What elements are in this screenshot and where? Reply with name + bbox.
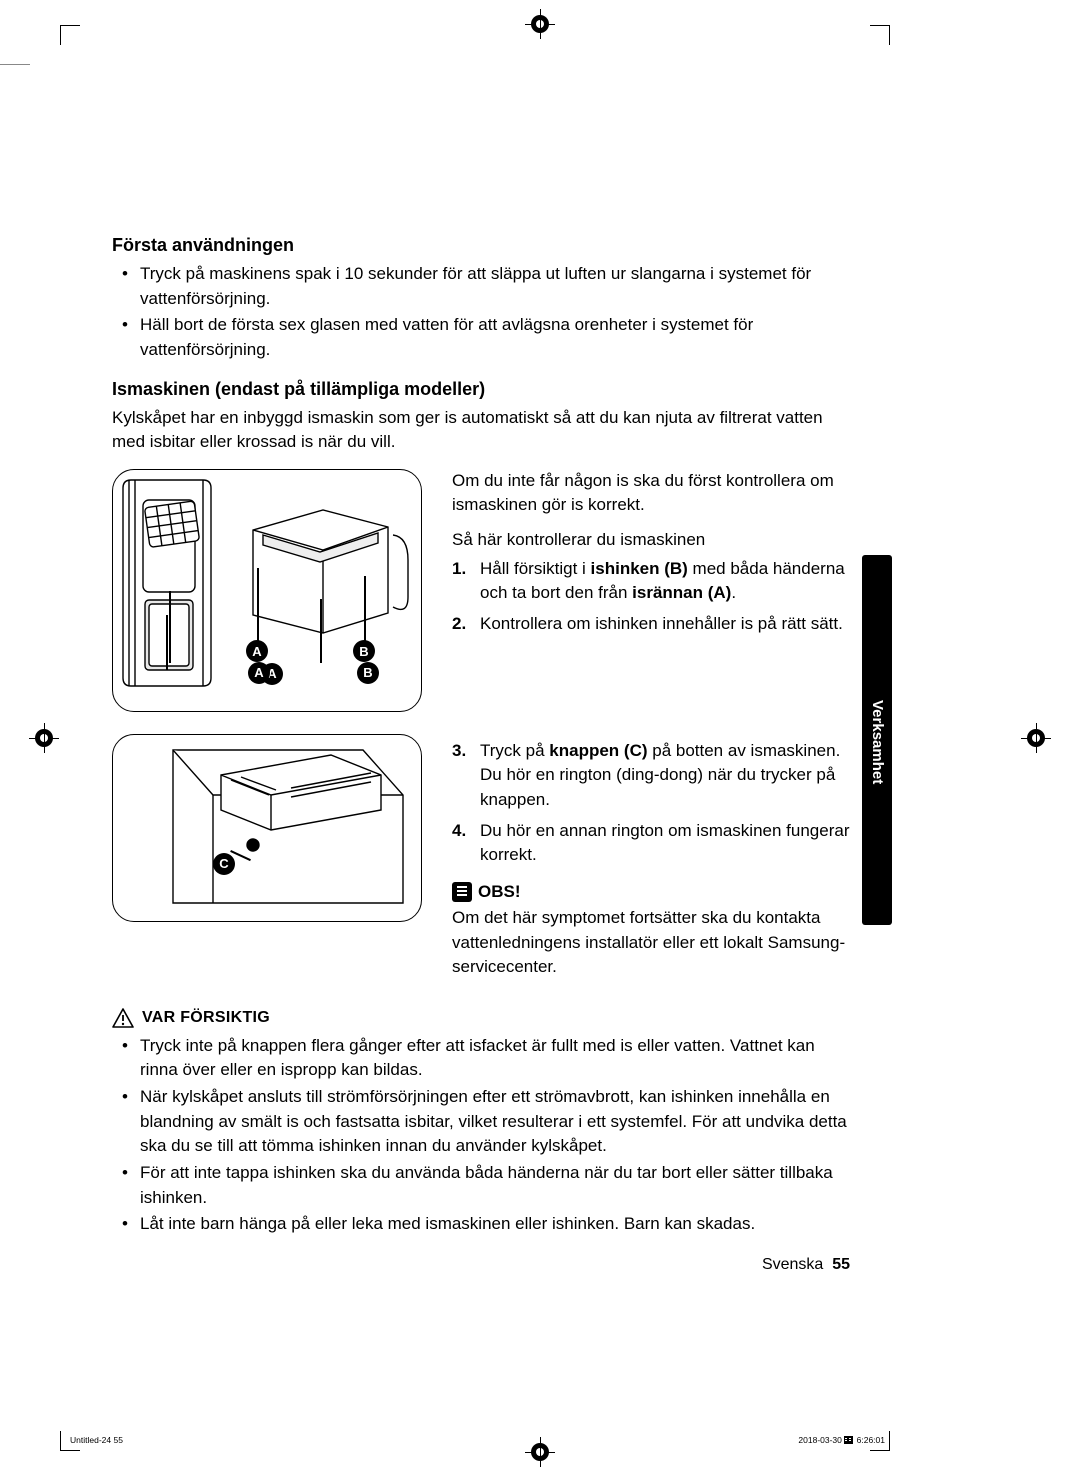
- registration-mark-right: [1027, 729, 1045, 747]
- caution-item: När kylskåpet ansluts till strömförsörjn…: [130, 1085, 852, 1159]
- instructions-column: Om du inte får någon is ska du först kon…: [452, 469, 852, 980]
- callout-c-badge: C: [213, 853, 235, 875]
- callout-line-b: [320, 599, 322, 663]
- caution-label: VAR FÖRSIKTIG: [142, 1009, 270, 1027]
- footer-left: Untitled-24 55: [70, 1435, 123, 1445]
- registration-mark-top: [531, 15, 549, 33]
- callout-line-a: [169, 591, 171, 663]
- hairline: [0, 64, 30, 65]
- side-tab-label: Verksamhet: [869, 700, 886, 784]
- section2-intro: Kylskåpet har en inbyggd ismaskin som ge…: [112, 406, 852, 455]
- crop-mark-tr: [870, 25, 890, 45]
- footer-right: 2018-03-30 6:26:01: [798, 1435, 885, 1445]
- step-4: Du hör en annan rington om ismaskinen fu…: [452, 819, 852, 868]
- footer-page-num: 55: [832, 1256, 850, 1273]
- step-1: Håll försiktigt i ishinken (B) med båda …: [452, 557, 852, 606]
- footer-lang: Svenska: [762, 1256, 823, 1273]
- caution-list: Tryck inte på knappen flera gånger efter…: [112, 1034, 852, 1237]
- callout-b-badge: B: [357, 662, 379, 684]
- caution-header: VAR FÖRSIKTIG: [112, 1008, 852, 1028]
- caution-item: Låt inte barn hänga på eller leka med is…: [130, 1212, 852, 1237]
- note-label: OBS!: [478, 882, 521, 902]
- figures-column: A A B /* override misplacements above */: [112, 469, 422, 980]
- page-content: Första användningen Tryck på maskinens s…: [112, 235, 852, 1239]
- check-heading: Så här kontrollerar du ismaskinen: [452, 528, 852, 553]
- caution-item: Tryck inte på knappen flera gånger efter…: [130, 1034, 852, 1083]
- check-intro: Om du inte får någon is ska du först kon…: [452, 469, 852, 518]
- section1-item: Tryck på maskinens spak i 10 sekunder fö…: [130, 262, 852, 311]
- section1-item: Häll bort de första sex glasen med vatte…: [130, 313, 852, 362]
- figure-ice-maker-c: C: [112, 734, 422, 922]
- note-icon: [452, 882, 472, 902]
- caution-item: För att inte tappa ishinken ska du använ…: [130, 1161, 852, 1210]
- page-footer: Svenska 55: [762, 1256, 850, 1274]
- section1-title: Första användningen: [112, 235, 852, 256]
- note-body: Om det här symptomet fortsätter ska du k…: [452, 906, 852, 980]
- registration-mark-left: [35, 729, 53, 747]
- step-2: Kontrollera om ishinken innehåller is på…: [452, 612, 852, 637]
- registration-mark-bottom: [531, 1443, 549, 1461]
- caution-icon: [112, 1008, 134, 1028]
- side-tab: Verksamhet: [862, 555, 892, 925]
- steps-1-2: Håll försiktigt i ishinken (B) med båda …: [452, 557, 852, 637]
- section2-title: Ismaskinen (endast på tillämpliga modell…: [112, 379, 852, 400]
- note-header: OBS!: [452, 882, 852, 902]
- step-3: Tryck på knappen (C) på botten av ismask…: [452, 739, 852, 813]
- section1-list: Tryck på maskinens spak i 10 sekunder fö…: [112, 262, 852, 363]
- crop-mark-tl: [60, 25, 80, 45]
- callout-a-badge: A: [248, 662, 270, 684]
- steps-3-4: Tryck på knappen (C) på botten av ismask…: [452, 739, 852, 868]
